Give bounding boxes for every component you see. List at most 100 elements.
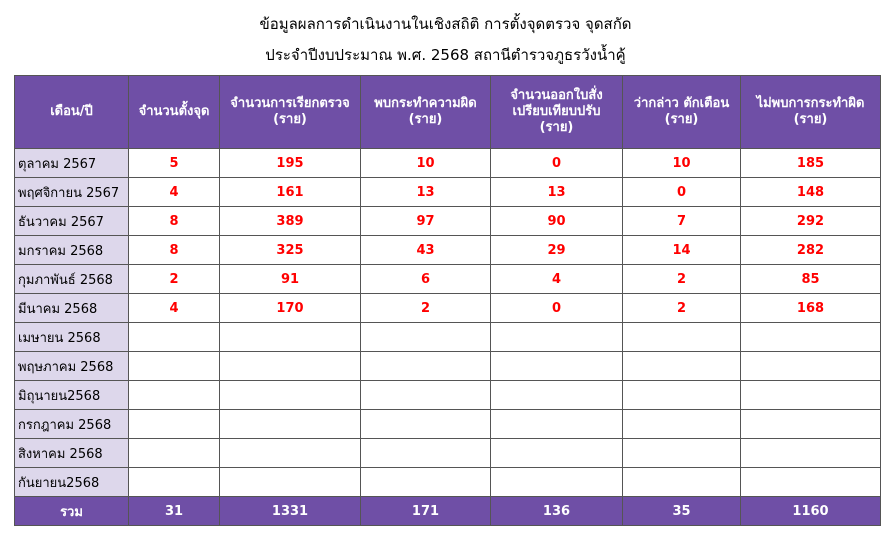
value-cell: 14	[622, 235, 741, 265]
value-cell: 0	[622, 177, 741, 207]
value-cell: 90	[490, 206, 623, 236]
value-cell	[740, 380, 881, 410]
value-cell: 2	[360, 293, 491, 323]
total-cell: 1160	[740, 496, 881, 526]
month-cell: พฤศจิกายน 2567	[14, 177, 129, 207]
value-cell: 168	[740, 293, 881, 323]
value-cell: 0	[490, 148, 623, 178]
value-cell	[219, 409, 361, 439]
value-cell: 2	[622, 264, 741, 294]
total-cell: 1331	[219, 496, 361, 526]
value-cell	[740, 409, 881, 439]
value-cell	[490, 380, 623, 410]
value-cell	[128, 467, 220, 497]
table-row: กันยายน2568	[14, 467, 881, 497]
value-cell	[740, 322, 881, 352]
header-line: (ราย)	[539, 120, 574, 135]
value-cell	[622, 380, 741, 410]
month-cell: ธันวาคม 2567	[14, 206, 129, 236]
value-cell: 85	[740, 264, 881, 294]
total-cell: 136	[490, 496, 623, 526]
value-cell: 91	[219, 264, 361, 294]
header-cell: ว่ากล่าว ตักเตือน (ราย)	[622, 75, 741, 149]
header-line: จำนวนการเรียกตรวจ	[230, 96, 350, 111]
header-line: เปรียบเทียบปรับ	[512, 104, 601, 119]
value-cell	[360, 351, 491, 381]
value-cell	[622, 467, 741, 497]
value-cell: 325	[219, 235, 361, 265]
value-cell	[490, 351, 623, 381]
header-cell: ไม่พบการกระทำผิด (ราย)	[740, 75, 881, 149]
month-cell: เมษายน 2568	[14, 322, 129, 352]
month-cell: กันยายน2568	[14, 467, 129, 497]
table-row: กรกฎาคม 2568	[14, 409, 881, 439]
value-cell	[490, 322, 623, 352]
value-cell: 4	[128, 293, 220, 323]
value-cell	[622, 409, 741, 439]
value-cell	[219, 380, 361, 410]
value-cell	[219, 351, 361, 381]
header-line: เดือน/ปี	[50, 104, 93, 119]
value-cell: 43	[360, 235, 491, 265]
value-cell	[622, 322, 741, 352]
month-cell: กรกฎาคม 2568	[14, 409, 129, 439]
header-line: (ราย)	[273, 112, 307, 127]
value-cell: 2	[622, 293, 741, 323]
value-cell: 10	[360, 148, 491, 178]
value-cell	[128, 322, 220, 352]
value-cell: 10	[622, 148, 741, 178]
value-cell	[360, 380, 491, 410]
table-row: กุมภาพันธ์ 2568 2 91 6 4 2 85	[14, 264, 881, 294]
value-cell	[219, 467, 361, 497]
value-cell: 0	[490, 293, 623, 323]
total-cell: 31	[128, 496, 220, 526]
value-cell	[219, 322, 361, 352]
value-cell: 195	[219, 148, 361, 178]
table-row: มีนาคม 2568 4 170 2 0 2 168	[14, 293, 881, 323]
value-cell: 282	[740, 235, 881, 265]
value-cell	[360, 409, 491, 439]
table-row: พฤศจิกายน 2567 4 161 13 13 0 148	[14, 177, 881, 207]
value-cell: 4	[490, 264, 623, 294]
value-cell	[740, 351, 881, 381]
header-cell: เดือน/ปี	[14, 75, 129, 149]
value-cell	[128, 438, 220, 468]
value-cell: 161	[219, 177, 361, 207]
value-cell: 97	[360, 206, 491, 236]
header-cell: จำนวนออกใบสั่ง เปรียบเทียบปรับ (ราย)	[490, 75, 623, 149]
value-cell	[490, 467, 623, 497]
table-body: ตุลาคม 2567 5 195 10 0 10 185 พฤศจิกายน 2567 4 16…	[14, 148, 881, 526]
value-cell: 2	[128, 264, 220, 294]
table-row: ธันวาคม 2567 8 389 97 90 7 292	[14, 206, 881, 236]
value-cell: 8	[128, 235, 220, 265]
total-cell: 171	[360, 496, 491, 526]
value-cell	[360, 322, 491, 352]
header-line: (ราย)	[793, 112, 828, 127]
stats-table: เดือน/ปี จำนวนตั้งจุด จำนวนการเรียกตรวจ (รา…	[14, 75, 881, 526]
header-cell: จำนวนการเรียกตรวจ (ราย)	[219, 75, 361, 149]
value-cell: 29	[490, 235, 623, 265]
header-line: จำนวนออกใบสั่ง	[510, 88, 603, 103]
value-cell	[490, 409, 623, 439]
header-line: พบกระทำความผิด	[374, 96, 477, 111]
value-cell: 7	[622, 206, 741, 236]
value-cell: 389	[219, 206, 361, 236]
table-row: พฤษภาคม 2568	[14, 351, 881, 381]
table-row: สิงหาคม 2568	[14, 438, 881, 468]
value-cell	[490, 438, 623, 468]
value-cell	[128, 351, 220, 381]
value-cell: 13	[490, 177, 623, 207]
value-cell: 8	[128, 206, 220, 236]
header-row: เดือน/ปี จำนวนตั้งจุด จำนวนการเรียกตรวจ (รา…	[14, 75, 881, 149]
value-cell	[128, 409, 220, 439]
month-cell: พฤษภาคม 2568	[14, 351, 129, 381]
value-cell: 4	[128, 177, 220, 207]
title-line: ประจำปีงบประมาณ พ.ศ. 2568 สถานีตำรวจภูธร…	[265, 46, 626, 64]
value-cell	[622, 351, 741, 381]
value-cell	[219, 438, 361, 468]
value-cell: 5	[128, 148, 220, 178]
table-row: มิถุนายน2568	[14, 380, 881, 410]
value-cell: 170	[219, 293, 361, 323]
month-cell: กุมภาพันธ์ 2568	[14, 264, 129, 294]
